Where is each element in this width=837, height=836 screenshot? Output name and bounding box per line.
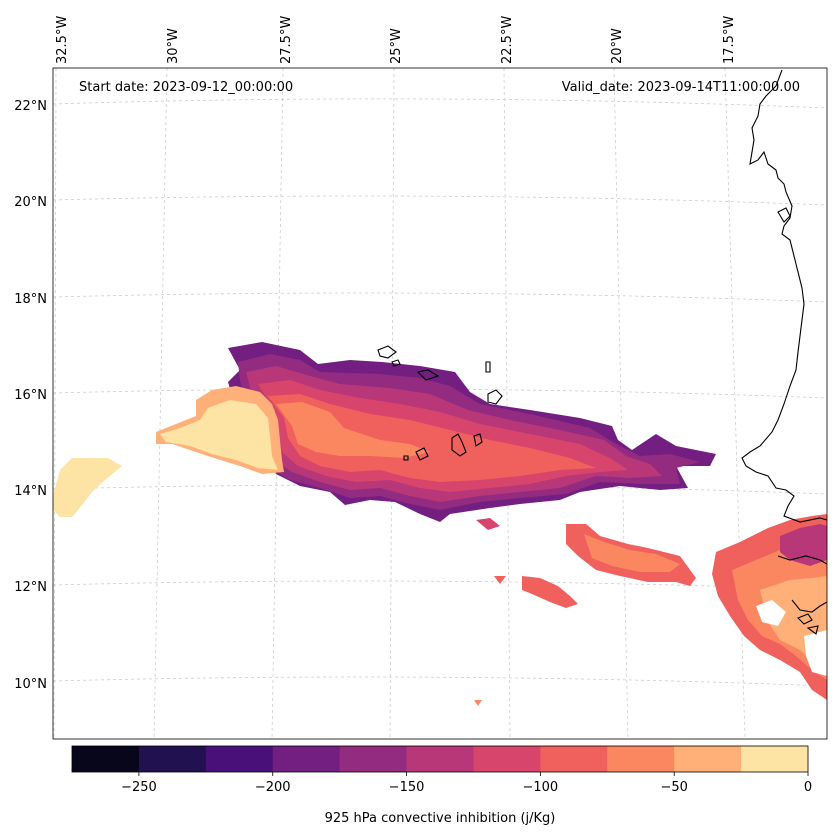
- parallel-22n: [52, 98, 828, 109]
- map-area: 32.5°W 30°W 27.5°W 25°W 22.5°W 20°W 17.5…: [14, 16, 828, 740]
- lon-label-20w: 20°W: [610, 28, 625, 64]
- parallel-20n: [52, 195, 828, 206]
- parallel-14n: [52, 484, 828, 495]
- colorbar: −250 −200 −150 −100 −50 0 925 hPa convective …: [71, 745, 812, 826]
- colorbar-swatch: [473, 746, 541, 772]
- colorbar-label: 925 hPa convective inhibition (j/Kg): [325, 811, 556, 826]
- contour-plume-west-palest: [160, 400, 278, 470]
- parallel-12n: [52, 580, 828, 591]
- contour-patch-west: [53, 458, 122, 517]
- start-date-label: Start date: 2023-09-12_00:00:00: [79, 80, 293, 95]
- african-coast: [741, 69, 828, 523]
- island-brava: [403, 455, 409, 461]
- cin-contours: [53, 342, 827, 706]
- island-small-1: [391, 359, 401, 367]
- lon-labels: 32.5°W 30°W 27.5°W 25°W 22.5°W 20°W 17.5…: [55, 16, 737, 64]
- lon-label-22-5w: 22.5°W: [500, 16, 515, 64]
- meridian-22-5w: [503, 67, 511, 740]
- colorbar-swatches: [72, 746, 809, 772]
- lat-label-18n: 18°N: [14, 292, 47, 307]
- bissagos-islands: [797, 613, 819, 635]
- colorbar-tick-label: −250: [121, 780, 157, 795]
- lat-label-22n: 22°N: [14, 99, 47, 114]
- colorbar-swatch: [339, 746, 408, 772]
- colorbar-tick-label: 0: [804, 780, 812, 795]
- parallel-18n: [52, 292, 828, 303]
- island-boa-vista: [487, 389, 503, 405]
- map-frame: [52, 67, 828, 740]
- colorbar-swatch: [138, 746, 207, 772]
- colorbar-frame: [71, 745, 809, 773]
- contour-main-band6: [276, 402, 430, 458]
- lat-label-14n: 14°N: [14, 484, 47, 499]
- lat-labels: 22°N 20°N 18°N 16°N 14°N 12°N 10°N: [14, 99, 47, 692]
- island-sal-boa-vista: [377, 345, 397, 359]
- contour-patch-small-1: [476, 518, 500, 530]
- colorbar-ticks: −250 −200 −150 −100 −50 0: [121, 772, 812, 795]
- lon-label-17-5w: 17.5°W: [722, 16, 737, 64]
- colorbar-swatch: [72, 746, 140, 772]
- contour-main-band5: [268, 394, 596, 482]
- contour-patch-12n: [522, 576, 578, 608]
- colorbar-swatch: [205, 746, 274, 772]
- parallel-16n: [52, 388, 828, 399]
- contour-east-coast-dark: [780, 524, 827, 566]
- island-fogo: [415, 447, 429, 461]
- contour-east-hole-2: [804, 630, 827, 676]
- coastlines: [377, 69, 828, 635]
- lon-label-30w: 30°W: [166, 28, 181, 64]
- lat-label-12n: 12°N: [14, 580, 47, 595]
- colorbar-swatch: [272, 746, 341, 772]
- lat-label-20n: 20°N: [14, 195, 47, 210]
- parallel-10n: [52, 676, 828, 687]
- valid-date-label: Valid_date: 2023-09-14T11:00:00.00: [562, 80, 800, 95]
- contour-patch-small-2: [494, 576, 506, 584]
- contour-patch-small-3: [474, 700, 482, 706]
- lon-label-25w: 25°W: [389, 28, 404, 64]
- lat-label-10n: 10°N: [14, 677, 47, 692]
- lon-label-32-5w: 32.5°W: [55, 16, 70, 64]
- meridian-27-5w: [271, 67, 284, 740]
- island-sal: [485, 361, 491, 373]
- colorbar-swatch: [741, 746, 809, 772]
- colorbar-tick-label: −150: [389, 780, 425, 795]
- colorbar-tick-label: −200: [255, 780, 291, 795]
- lat-label-16n: 16°N: [14, 388, 47, 403]
- colorbar-swatch: [406, 746, 474, 772]
- contour-band-13n-inner: [584, 534, 680, 572]
- meridian-20w: [613, 67, 629, 740]
- senegal-gambia-border: [777, 555, 828, 565]
- meridian-30w: [153, 67, 168, 740]
- guinea-coast: [791, 599, 828, 613]
- colorbar-swatch: [540, 746, 608, 772]
- island-sao-nicolau: [416, 369, 440, 381]
- contour-east-hole: [756, 600, 786, 626]
- meridian-32-5w: [53, 67, 57, 740]
- colorbar-tick-label: −50: [660, 780, 687, 795]
- colorbar-swatch: [607, 746, 675, 772]
- island-santiago: [451, 433, 467, 457]
- island-maio: [473, 433, 483, 447]
- meridian-25w: [389, 67, 395, 740]
- island-canary-west: [777, 207, 791, 223]
- colorbar-swatch: [674, 746, 742, 772]
- colorbar-tick-label: −100: [523, 780, 559, 795]
- lon-label-27-5w: 27.5°W: [279, 16, 294, 64]
